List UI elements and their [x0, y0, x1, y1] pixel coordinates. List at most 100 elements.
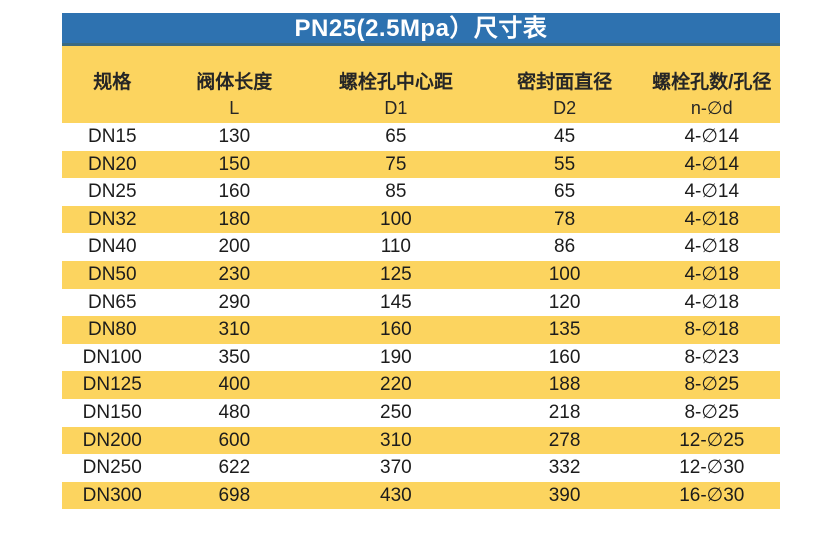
table-cell: DN150: [82, 401, 142, 423]
table-cell: 65: [554, 181, 576, 203]
dimension-table: PN25(2.5Mpa）尺寸表 规格 阀体长度 螺栓孔中心距 密封面直径 螺栓孔数/孔径…: [62, 13, 780, 510]
column-header-sublabel: D1: [384, 98, 408, 118]
table-row: DN250 622 370 332 12-∅30: [62, 454, 780, 482]
table-cell: 135: [548, 319, 581, 341]
table-cell: 400: [218, 374, 251, 396]
table-cell: 160: [380, 319, 412, 341]
column-header-sublabel: [62, 96, 163, 121]
table-row: DN150 480 250 218 8-∅25: [62, 398, 780, 427]
table-cell: 600: [218, 429, 251, 451]
table-cell: 4-∅14: [684, 153, 740, 175]
column-header-label: 阀体长度: [196, 72, 273, 93]
table-cell: DN65: [87, 291, 137, 313]
table-header-labels: 规格 阀体长度 螺栓孔中心距 密封面直径 螺栓孔数/孔径: [62, 69, 780, 96]
table-cell: 480: [218, 401, 251, 423]
table-cell: 86: [554, 236, 576, 258]
table-cell: 310: [218, 319, 251, 341]
table-cell: 4-∅14: [684, 181, 740, 203]
table-row: DN100 350 190 160 8-∅23: [62, 343, 780, 372]
table-cell: 230: [218, 263, 251, 285]
table-cell: DN250: [82, 457, 142, 479]
table-cell: 16-∅30: [679, 484, 745, 506]
table-cell: 150: [218, 153, 251, 175]
table-cell: 622: [218, 457, 251, 479]
table-cell: DN300: [82, 484, 142, 506]
table-row: DN125 400 220 188 8-∅25: [62, 371, 780, 399]
table-row: DN80 310 160 135 8-∅18: [62, 316, 780, 344]
table-cell: 100: [380, 208, 412, 230]
column-header-label: 密封面直径: [517, 72, 613, 93]
table-cell: 430: [380, 484, 412, 506]
column-header-label: 规格: [93, 72, 132, 93]
table-cell: 78: [554, 208, 576, 230]
table-cell: 145: [380, 291, 412, 313]
table-cell: 45: [554, 126, 576, 147]
table-cell: 160: [218, 181, 251, 203]
table-title: PN25(2.5Mpa）尺寸表: [62, 13, 780, 46]
table-cell: DN100: [82, 346, 142, 368]
table-row: DN15 130 65 45 4-∅14: [62, 123, 780, 151]
table-row: DN50 230 125 100 4-∅18: [62, 260, 780, 289]
table-cell: 130: [218, 126, 251, 147]
table-row: DN65 290 145 120 4-∅18: [62, 288, 780, 317]
table-cell: 110: [380, 236, 411, 258]
table-cell: 390: [548, 484, 581, 506]
table-body: DN15 130 65 45 4-∅14 DN20 150 75 55 4-∅14 DN25 160 8…: [62, 123, 780, 510]
column-header-label: 螺栓孔数/孔径: [652, 72, 772, 93]
table-header-sublabels: L D1 D2 n-∅d: [62, 96, 780, 121]
table-cell: 85: [385, 181, 407, 203]
table-cell: 12-∅25: [679, 429, 745, 451]
table-cell: DN25: [87, 181, 137, 203]
table-row: DN20 150 75 55 4-∅14: [62, 150, 780, 179]
table-cell: 188: [548, 374, 581, 396]
table-cell: 4-∅18: [684, 236, 740, 258]
table-cell: DN40: [87, 236, 137, 258]
table-cell: 4-∅18: [684, 208, 740, 230]
table-cell: 75: [385, 153, 407, 175]
table-row: DN300 698 430 390 16-∅30: [62, 481, 780, 510]
table-cell: 370: [380, 457, 412, 479]
table-row: DN40 200 110 86 4-∅18: [62, 233, 780, 261]
table-cell: 160: [548, 346, 581, 368]
table-cell: 180: [218, 208, 251, 230]
table-cell: 250: [380, 401, 412, 423]
table-cell: 8-∅18: [684, 319, 740, 341]
table-cell: 190: [380, 346, 412, 368]
table-row: DN32 180 100 78 4-∅18: [62, 205, 780, 234]
table-cell: 218: [548, 401, 581, 423]
table-cell: 100: [548, 263, 581, 285]
table-cell: DN20: [87, 153, 137, 175]
table-cell: 350: [218, 346, 251, 368]
table-cell: 310: [380, 429, 412, 451]
table-header: 规格 阀体长度 螺栓孔中心距 密封面直径 螺栓孔数/孔径 L D1 D2 n-∅d: [62, 46, 780, 123]
table-cell: DN125: [82, 374, 142, 396]
table-cell: 220: [380, 374, 412, 396]
table-row: DN200 600 310 278 12-∅25: [62, 426, 780, 455]
table-cell: 4-∅18: [684, 263, 740, 285]
table-cell: 55: [554, 153, 576, 175]
table-cell: DN80: [87, 319, 137, 341]
table-cell: DN200: [82, 429, 142, 451]
column-header-sublabel: L: [229, 98, 240, 118]
column-header-sublabel: D2: [553, 98, 577, 118]
table-row: DN25 160 85 65 4-∅14: [62, 178, 780, 206]
table-cell: 332: [548, 457, 581, 479]
table-cell: 4-∅18: [684, 291, 740, 313]
table-cell: 12-∅30: [679, 457, 745, 479]
table-cell: 200: [218, 236, 251, 258]
table-cell: 278: [548, 429, 581, 451]
table-cell: 8-∅25: [684, 374, 740, 396]
table-cell: DN50: [87, 263, 137, 285]
table-cell: 125: [380, 263, 412, 285]
table-cell: 698: [218, 484, 251, 506]
table-cell: 65: [385, 126, 407, 147]
table-cell: 4-∅14: [684, 126, 740, 147]
table-cell: DN15: [87, 126, 137, 147]
table-cell: 290: [218, 291, 251, 313]
table-cell: 120: [548, 291, 581, 313]
column-header-sublabel: n-∅d: [690, 98, 733, 118]
table-cell: 8-∅25: [684, 401, 740, 423]
column-header-label: 螺栓孔中心距: [338, 72, 453, 93]
table-cell: 8-∅23: [684, 346, 740, 368]
table-cell: DN32: [87, 208, 137, 230]
